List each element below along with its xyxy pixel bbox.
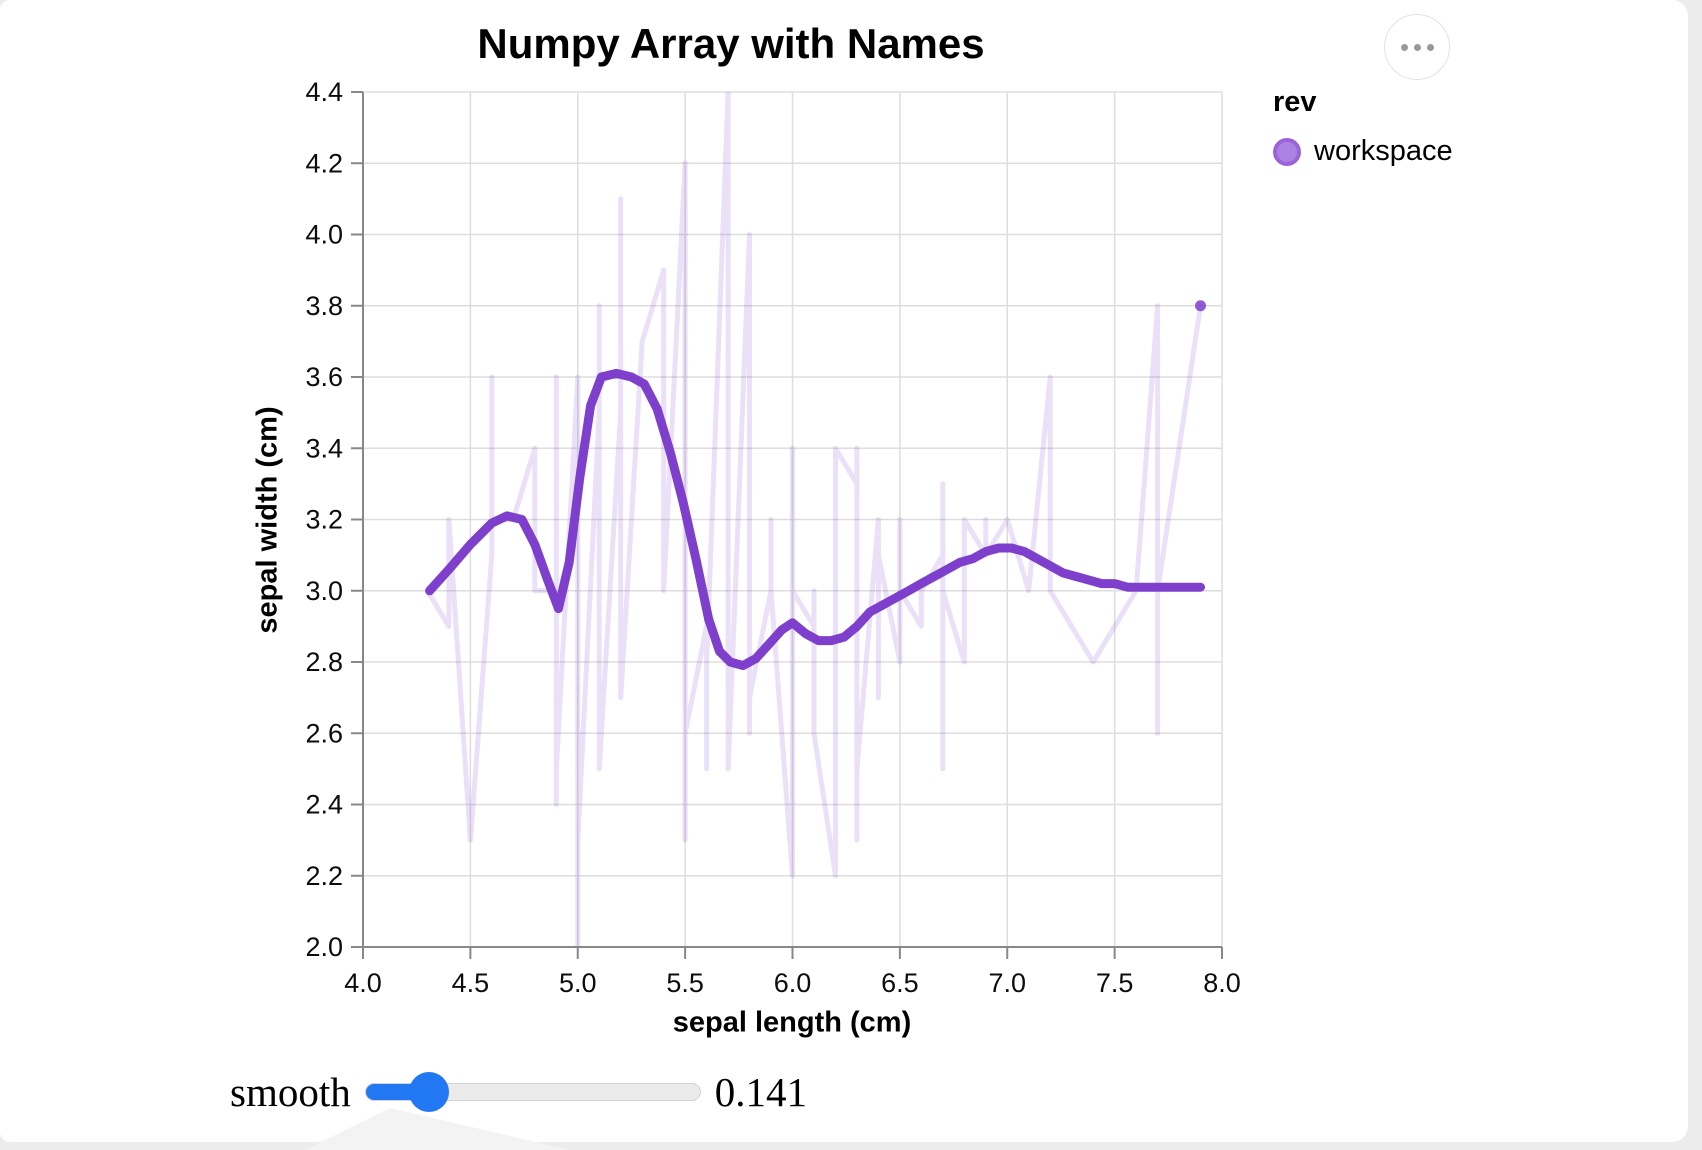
x-tick-labels: 4.0 4.5 5.0 5.5 6.0 6.5 7.0 7.5 8.0: [344, 947, 1241, 998]
svg-text:2.4: 2.4: [305, 790, 343, 820]
svg-text:3.4: 3.4: [305, 433, 343, 463]
svg-text:3.2: 3.2: [305, 505, 343, 535]
ellipsis-icon: [1413, 43, 1421, 51]
series-layer: [424, 92, 1205, 947]
ellipsis-icon: [1400, 43, 1408, 51]
legend: rev workspace: [1273, 86, 1453, 168]
svg-text:5.5: 5.5: [666, 968, 704, 998]
legend-item-workspace[interactable]: workspace: [1273, 135, 1453, 168]
svg-text:4.5: 4.5: [452, 968, 490, 998]
svg-text:3.6: 3.6: [305, 362, 343, 392]
svg-text:2.0: 2.0: [305, 932, 343, 962]
svg-text:7.5: 7.5: [1096, 968, 1134, 998]
svg-text:2.2: 2.2: [305, 861, 343, 891]
x-axis-title: sepal length (cm): [672, 1006, 912, 1039]
svg-text:4.4: 4.4: [305, 77, 343, 107]
smooth-slider[interactable]: [364, 1072, 701, 1112]
legend-swatch-icon: [1273, 137, 1301, 166]
options-menu-button[interactable]: [1384, 14, 1450, 80]
svg-text:2.6: 2.6: [305, 718, 343, 748]
svg-text:4.2: 4.2: [305, 148, 343, 178]
svg-text:4.0: 4.0: [305, 220, 343, 250]
svg-text:7.0: 7.0: [988, 968, 1026, 998]
svg-text:8.0: 8.0: [1203, 968, 1241, 998]
svg-text:3.0: 3.0: [305, 576, 343, 606]
chart-title: Numpy Array with Names: [477, 20, 985, 67]
svg-text:6.0: 6.0: [774, 968, 812, 998]
svg-text:5.0: 5.0: [559, 968, 597, 998]
smoothed-line: [425, 368, 1205, 671]
smooth-slider-row: smooth 0.141: [230, 1066, 807, 1118]
y-axis-title: sepal width (cm): [251, 406, 284, 634]
legend-title: rev: [1273, 86, 1317, 118]
slider-label: smooth: [230, 1069, 351, 1115]
svg-text:3.8: 3.8: [305, 291, 343, 321]
svg-text:6.5: 6.5: [881, 968, 919, 998]
y-tick-labels: 2.0 2.2 2.4 2.6 2.8 3.0 3.2 3.4 3.6 3.8 4.0 4.2 4.4: [305, 77, 363, 962]
svg-text:4.0: 4.0: [344, 968, 382, 998]
svg-text:2.8: 2.8: [305, 647, 343, 677]
slider-thumb[interactable]: [409, 1072, 450, 1112]
legend-item-label: workspace: [1314, 135, 1453, 167]
slider-value: 0.141: [714, 1069, 807, 1115]
end-point-dot: [1195, 300, 1207, 312]
ellipsis-icon: [1426, 43, 1434, 51]
